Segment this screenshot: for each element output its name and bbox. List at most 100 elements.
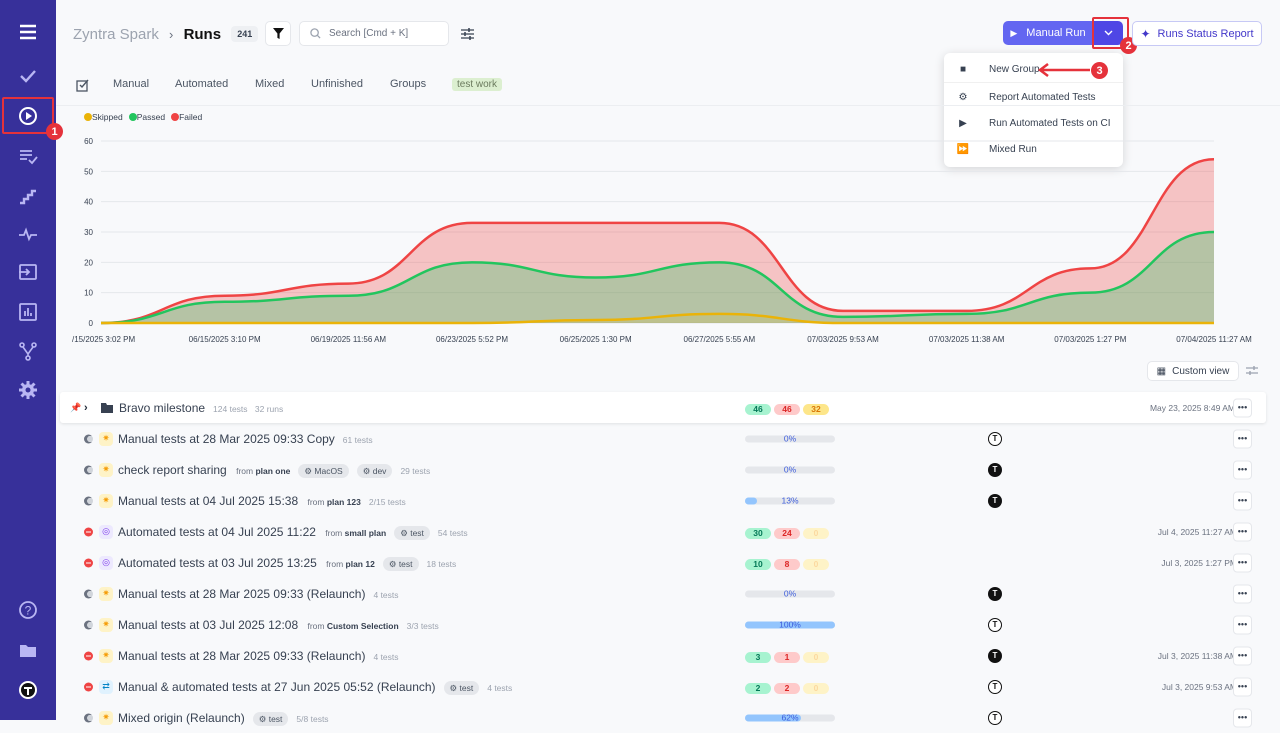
more-options-button[interactable]: •••	[1233, 553, 1252, 572]
tab-manual[interactable]: Manual	[113, 78, 150, 90]
more-options-button[interactable]: •••	[1233, 522, 1252, 541]
custom-view-button[interactable]: ▦ Custom view	[1147, 361, 1239, 381]
view-settings-icon[interactable]	[1246, 366, 1258, 376]
run-title[interactable]: Automated tests at 04 Jul 2025 11:22 fro…	[118, 524, 468, 540]
run-title[interactable]: check report sharing from plan one ⚙ MacO…	[118, 462, 431, 478]
line-skipped[interactable]	[101, 312, 1214, 325]
hamburger-menu-icon[interactable]	[8, 16, 48, 48]
pin-icon[interactable]: 📌	[70, 402, 82, 412]
run-title[interactable]: Manual tests at 28 Mar 2025 09:33 (Relau…	[118, 648, 399, 663]
run-row[interactable]: ✷ Manual tests at 03 Jul 2025 12:08 from …	[70, 609, 1270, 640]
legend-failed[interactable]: Failed	[171, 112, 202, 122]
x-tick-label: 07/04/2025 11:27 AM	[1176, 335, 1252, 344]
user-avatar[interactable]: T	[988, 648, 1002, 663]
run-title[interactable]: Automated tests at 03 Jul 2025 13:25 fro…	[118, 555, 457, 571]
run-row[interactable]: ◎ Automated tests at 03 Jul 2025 13:25 fr…	[70, 547, 1270, 578]
run-title[interactable]: Manual tests at 03 Jul 2025 12:08 from C…	[118, 617, 439, 632]
help-icon[interactable]: ?	[8, 594, 48, 626]
area-passed	[101, 232, 1214, 323]
x-tick-label: 06/23/2025 5:52 PM	[436, 335, 508, 344]
user-avatar[interactable]: T	[988, 586, 1002, 601]
user-avatar[interactable]: T	[988, 462, 1002, 477]
in-progress-status-icon	[84, 434, 93, 443]
automated-run-icon: ◎	[99, 524, 113, 539]
user-avatar[interactable]: T	[988, 493, 1002, 508]
expand-chevron-icon[interactable]: ›	[84, 401, 88, 414]
branches-icon[interactable]	[8, 335, 48, 367]
more-options-button[interactable]: •••	[1233, 615, 1252, 634]
group-date: May 23, 2025 8:49 AM	[1149, 402, 1235, 413]
more-options-button[interactable]: •••	[1233, 646, 1252, 665]
menu-item-mixed-run[interactable]: ⏩ Mixed Run	[944, 136, 1123, 162]
failed-status-icon	[84, 527, 93, 536]
chevron-down-icon	[1104, 30, 1113, 36]
more-options-button[interactable]: •••	[1233, 677, 1252, 696]
tab-test-work[interactable]: test work	[452, 78, 503, 91]
sliders-icon[interactable]	[461, 28, 474, 40]
search-input[interactable]: Search [Cmd + K]	[299, 21, 449, 46]
failed-status-icon	[84, 682, 93, 691]
run-title[interactable]: Mixed origin (Relaunch) ⚙ test 5/8 tests	[118, 710, 329, 726]
runs-play-icon[interactable]	[8, 100, 48, 132]
account-avatar[interactable]	[8, 674, 48, 706]
user-avatar[interactable]: T	[988, 710, 1002, 725]
y-tick-label: 40	[84, 198, 93, 207]
tests-check-icon[interactable]	[8, 60, 48, 92]
filter-button[interactable]	[265, 21, 291, 46]
run-title[interactable]: Manual tests at 28 Mar 2025 09:33 (Relau…	[118, 586, 399, 601]
tag-badge: ⚙ dev	[356, 463, 393, 478]
user-avatar[interactable]: T	[988, 431, 1002, 446]
test-count: 4 tests	[373, 651, 399, 662]
more-options-button[interactable]: •••	[1233, 491, 1252, 510]
more-options-button[interactable]: •••	[1233, 708, 1252, 727]
more-options-button[interactable]: •••	[1233, 398, 1252, 417]
more-options-button[interactable]: •••	[1233, 460, 1252, 479]
plans-list-check-icon[interactable]	[8, 140, 48, 172]
user-avatar[interactable]: T	[988, 679, 1002, 694]
legend-skipped[interactable]: Skipped	[84, 112, 123, 122]
menu-item-report-automated-tests[interactable]: ⚙ Report Automated Tests	[944, 84, 1123, 110]
project-name[interactable]: Zyntra Spark	[73, 26, 159, 43]
steps-stairs-icon[interactable]	[8, 180, 48, 212]
run-row[interactable]: ✷ Manual tests at 28 Mar 2025 09:33 (Rela…	[70, 640, 1270, 671]
settings-gear-icon[interactable]	[8, 374, 48, 406]
run-row[interactable]: ⇄ Manual & automated tests at 27 Jun 2025…	[70, 671, 1270, 702]
user-avatar[interactable]: T	[988, 617, 1002, 632]
tab-automated[interactable]: Automated	[175, 78, 229, 90]
tab-unfinished[interactable]: Unfinished	[311, 78, 363, 90]
line-failed[interactable]	[100, 157, 1215, 325]
run-row[interactable]: ✷ Manual tests at 28 Mar 2025 09:33 (Rela…	[70, 578, 1270, 609]
pulse-icon[interactable]	[8, 218, 48, 250]
menu-item-new-group[interactable]: ■ New Group	[944, 57, 1123, 83]
run-row[interactable]: ✷ check report sharing from plan one ⚙ Mac…	[70, 454, 1270, 485]
run-row[interactable]: ✷ Manual tests at 04 Jul 2025 15:38 from …	[70, 485, 1270, 516]
in-progress-status-icon	[84, 465, 93, 474]
search-icon	[310, 28, 321, 39]
run-row[interactable]: ✷ Manual tests at 28 Mar 2025 09:33 Copy 6…	[70, 423, 1270, 454]
projects-folder-icon[interactable]	[8, 634, 48, 666]
more-options-button[interactable]: •••	[1233, 584, 1252, 603]
group-row[interactable]: 📌 › Bravo milestone 124 tests 32 runs 46 4…	[60, 392, 1266, 423]
run-row[interactable]: ◎ Automated tests at 04 Jul 2025 11:22 fr…	[70, 516, 1270, 547]
automated-run-icon: ◎	[99, 555, 113, 570]
run-row[interactable]: ✷ Mixed origin (Relaunch) ⚙ test 5/8 tests 6…	[70, 702, 1270, 733]
analytics-chart-icon[interactable]	[8, 296, 48, 328]
tab-groups[interactable]: Groups	[390, 78, 427, 90]
tag-badge: ⚙ test	[443, 680, 480, 695]
status-counts: 10 8 0	[745, 556, 832, 570]
runs-status-report-button[interactable]: ✦ Runs Status Report	[1132, 21, 1262, 46]
import-icon[interactable]	[8, 256, 48, 288]
run-title[interactable]: Manual & automated tests at 27 Jun 2025 …	[118, 679, 513, 695]
tab-mixed[interactable]: Mixed	[255, 78, 285, 90]
manual-run-button[interactable]: ▶ Manual Run	[1003, 21, 1093, 45]
more-options-button[interactable]: •••	[1233, 429, 1252, 448]
run-title[interactable]: Manual tests at 04 Jul 2025 15:38 from p…	[118, 493, 406, 508]
run-title[interactable]: Manual tests at 28 Mar 2025 09:33 Copy 61…	[118, 431, 373, 446]
manual-run-dropdown-button[interactable]	[1094, 21, 1123, 45]
menu-item-run-automated-tests-ci[interactable]: ▶ Run Automated Tests on CI	[944, 110, 1123, 136]
select-all-checkbox-icon[interactable]	[76, 78, 90, 92]
breadcrumb-separator: ›	[169, 27, 174, 42]
legend-passed[interactable]: Passed	[128, 112, 165, 122]
line-passed[interactable]	[100, 230, 1215, 325]
failed-status-icon	[84, 651, 93, 660]
